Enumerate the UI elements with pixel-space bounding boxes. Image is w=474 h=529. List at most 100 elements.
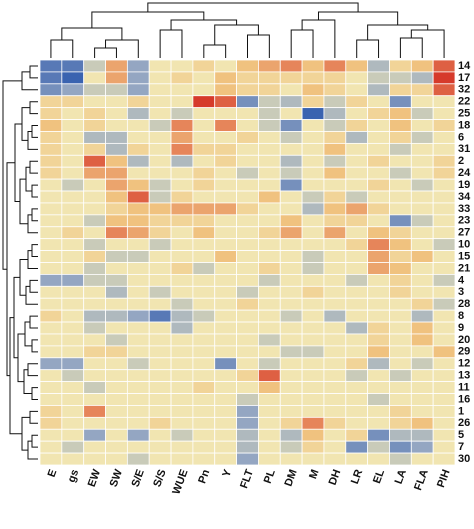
cell	[279, 297, 303, 311]
cell	[389, 262, 412, 275]
cell	[301, 142, 325, 156]
cell	[258, 71, 281, 85]
cell	[432, 107, 456, 120]
cell	[148, 333, 172, 347]
cell	[258, 59, 281, 73]
cell	[279, 250, 303, 263]
column-label: PIH	[435, 468, 453, 489]
cell	[279, 393, 303, 406]
cell	[148, 440, 172, 454]
cell	[432, 59, 456, 73]
row-label: 1	[458, 405, 464, 417]
cell	[192, 357, 216, 371]
cell	[432, 393, 456, 406]
cell	[432, 416, 456, 430]
cell	[323, 83, 347, 97]
cell	[61, 95, 85, 109]
cell	[389, 226, 412, 240]
cell	[192, 107, 216, 120]
column-label: FLA	[412, 468, 431, 492]
cell	[105, 440, 128, 454]
cell	[432, 405, 456, 418]
cell	[323, 428, 347, 442]
cell	[236, 321, 259, 335]
cell	[301, 166, 325, 180]
cell	[367, 321, 390, 335]
cell	[301, 309, 325, 323]
cell	[236, 202, 259, 216]
cell	[410, 59, 434, 73]
cell	[83, 309, 106, 323]
cell	[105, 333, 128, 347]
cell	[432, 345, 456, 359]
cell	[301, 107, 325, 120]
row-label: 9	[458, 322, 464, 334]
cell	[279, 428, 303, 442]
cell	[126, 250, 150, 263]
column-label: PL	[262, 468, 278, 486]
cell	[170, 321, 194, 335]
cell	[258, 226, 281, 240]
cell	[258, 357, 281, 371]
cell	[61, 250, 85, 263]
cell	[148, 393, 172, 406]
cell	[214, 405, 237, 418]
cell	[345, 250, 369, 263]
row-label: 14	[458, 60, 471, 72]
row-dendrogram	[2, 65, 38, 460]
cell	[170, 154, 194, 168]
cell	[410, 381, 434, 394]
cell	[279, 107, 303, 120]
cell	[214, 440, 237, 454]
cell	[83, 381, 106, 394]
cell	[367, 381, 390, 394]
cell	[126, 71, 150, 85]
cell	[389, 202, 412, 216]
cell	[389, 71, 412, 85]
cell	[301, 381, 325, 394]
row-label: 28	[458, 298, 470, 310]
cell	[126, 166, 150, 180]
cell	[83, 416, 106, 430]
cell	[301, 131, 325, 144]
cell	[345, 416, 369, 430]
cell	[105, 178, 128, 192]
cell	[39, 428, 63, 442]
cell	[105, 107, 128, 120]
cell	[323, 250, 347, 263]
cell	[83, 119, 106, 132]
cell	[367, 405, 390, 418]
cell	[258, 95, 281, 109]
cell	[148, 416, 172, 430]
cell	[258, 190, 281, 204]
cell	[105, 405, 128, 418]
cell	[323, 131, 347, 144]
cell	[258, 250, 281, 263]
cell	[410, 321, 434, 335]
cell	[367, 95, 390, 109]
cell	[39, 238, 63, 251]
cell	[192, 345, 216, 359]
cell	[192, 142, 216, 156]
cell	[236, 285, 259, 299]
cell	[258, 297, 281, 311]
cell	[61, 381, 85, 394]
row-label: 6	[458, 131, 464, 143]
cell	[148, 59, 172, 73]
cell	[389, 405, 412, 418]
cell	[389, 357, 412, 371]
cell	[192, 226, 216, 240]
cell	[192, 178, 216, 192]
cell	[192, 369, 216, 383]
cell	[301, 154, 325, 168]
cell	[410, 119, 434, 132]
cell	[367, 416, 390, 430]
cell	[105, 428, 128, 442]
cell	[345, 238, 369, 251]
cell	[83, 190, 106, 204]
cell	[367, 333, 390, 347]
cell	[148, 142, 172, 156]
cell	[389, 285, 412, 299]
cell	[236, 309, 259, 323]
cell	[39, 226, 63, 240]
